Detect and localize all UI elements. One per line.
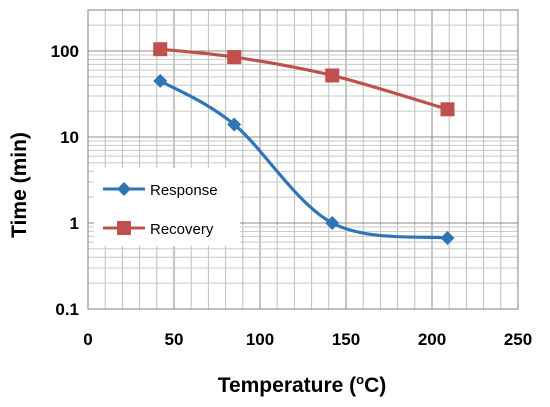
data-point-response	[325, 216, 340, 231]
legend-marker-response	[117, 182, 131, 196]
data-point-response	[227, 117, 242, 132]
series-layer	[153, 42, 455, 245]
y-tick-labels: 0.1 1 10 100	[51, 42, 79, 319]
data-point-recovery	[325, 68, 340, 83]
x-tick-label: 150	[332, 330, 360, 349]
series-line-response	[158, 79, 450, 240]
x-axis-title-unit: C)	[364, 374, 386, 397]
data-point-response	[153, 73, 168, 88]
data-point-recovery	[153, 42, 168, 57]
legend-label-response: Response	[150, 182, 218, 199]
x-tick-label: 200	[418, 330, 446, 349]
legend-label-recovery: Recovery	[150, 221, 214, 238]
x-tick-label: 0	[83, 330, 92, 349]
x-tick-labels: 0 50 100 150 200 250	[83, 330, 532, 349]
y-tick-label: 0.1	[55, 300, 79, 319]
x-tick-label: 100	[246, 330, 274, 349]
grid	[87, 9, 519, 310]
x-tick-label: 250	[504, 330, 532, 349]
legend-marker-recovery	[117, 221, 131, 235]
x-tick-label: 50	[165, 330, 184, 349]
y-tick-label: 1	[70, 214, 79, 233]
x-axis-title-degree: o	[356, 372, 364, 387]
legend: Response Recovery	[94, 168, 240, 246]
x-axis-title: Temperature (oC)	[218, 372, 387, 397]
data-point-recovery	[227, 50, 242, 65]
data-point-response	[440, 230, 455, 245]
data-point-recovery	[440, 102, 455, 117]
y-tick-label: 10	[60, 128, 79, 147]
plot-frame	[87, 9, 519, 310]
x-axis-title-text: Temperature (	[218, 374, 356, 397]
series-line-recovery	[158, 47, 450, 111]
y-tick-label: 100	[51, 42, 79, 61]
y-axis-title: Time (min)	[8, 132, 31, 238]
